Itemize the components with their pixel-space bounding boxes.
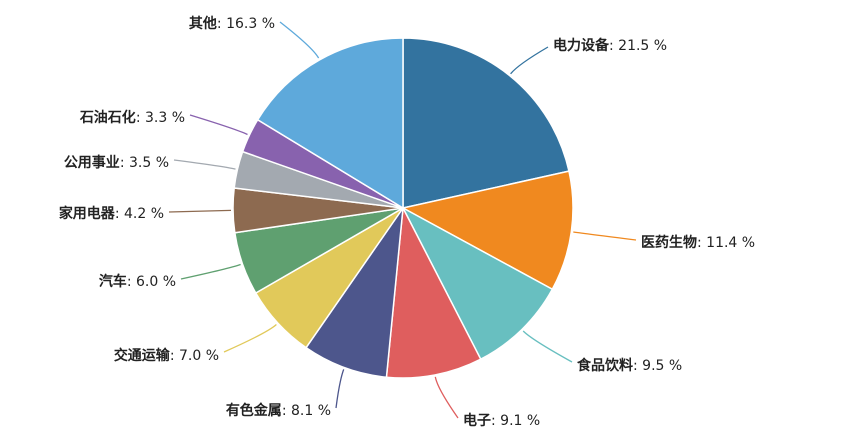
slice-category: 交通运输 xyxy=(114,347,171,364)
slice-value: : 3.3 % xyxy=(136,110,185,126)
slice-label: 公用事业: 3.5 % xyxy=(64,154,169,171)
slice-category: 汽车 xyxy=(99,273,127,290)
leader-line xyxy=(434,376,459,419)
slice-category: 电子 xyxy=(463,412,491,429)
pie-slice xyxy=(385,207,482,379)
leader-line xyxy=(173,159,236,170)
slice-label: 电力设备: 21.5 % xyxy=(553,37,667,54)
leader-line xyxy=(189,114,248,136)
slice-value: : 9.5 % xyxy=(633,358,682,374)
pie-slice xyxy=(402,170,574,291)
slice-label: 电子: 9.1 % xyxy=(463,412,540,429)
slice-value: : 8.1 % xyxy=(282,403,331,419)
slice-category: 家用电器 xyxy=(59,205,116,222)
slice-category: 有色金属 xyxy=(226,402,282,419)
slice-label: 其他: 16.3 % xyxy=(189,15,275,32)
slice-label: 交通运输: 7.0 % xyxy=(114,347,219,364)
pie-slice xyxy=(402,37,570,209)
slice-value: : 11.4 % xyxy=(697,235,755,251)
leader-line xyxy=(573,231,637,241)
slice-label: 医药生物: 11.4 % xyxy=(641,234,755,251)
slice-value: : 3.5 % xyxy=(120,155,169,171)
leader-lines xyxy=(168,21,637,419)
pie-slices xyxy=(232,37,574,379)
leader-line xyxy=(510,46,549,75)
slice-label: 石油石化: 3.3 % xyxy=(79,109,185,126)
slice-category: 石油石化 xyxy=(79,109,136,126)
slice-category: 其他 xyxy=(189,15,217,32)
slice-label: 食品饮料: 9.5 % xyxy=(577,357,682,374)
leader-line xyxy=(180,263,241,280)
slice-label: 家用电器: 4.2 % xyxy=(59,205,164,222)
pie-slice xyxy=(402,207,554,360)
slice-labels: 电力设备: 21.5 %医药生物: 11.4 %食品饮料: 9.5 %电子: 9… xyxy=(59,15,755,429)
leader-line xyxy=(335,369,345,409)
slice-value: : 4.2 % xyxy=(115,206,164,222)
slice-label: 汽车: 6.0 % xyxy=(99,273,176,290)
slice-category: 医药生物 xyxy=(641,234,697,251)
slice-category: 食品饮料 xyxy=(577,357,633,374)
slice-value: : 16.3 % xyxy=(217,16,275,32)
pie-slice xyxy=(256,37,404,209)
leader-line xyxy=(168,209,232,213)
slice-value: : 21.5 % xyxy=(609,38,667,54)
slice-category: 公用事业 xyxy=(64,154,120,171)
slice-value: : 7.0 % xyxy=(170,348,219,364)
leader-line xyxy=(223,324,277,353)
slice-category: 电力设备 xyxy=(553,37,610,54)
slice-label: 有色金属: 8.1 % xyxy=(226,402,331,419)
leader-line xyxy=(279,21,320,59)
slice-value: : 9.1 % xyxy=(491,413,540,429)
leader-line xyxy=(522,330,573,363)
slice-value: : 6.0 % xyxy=(127,274,176,290)
